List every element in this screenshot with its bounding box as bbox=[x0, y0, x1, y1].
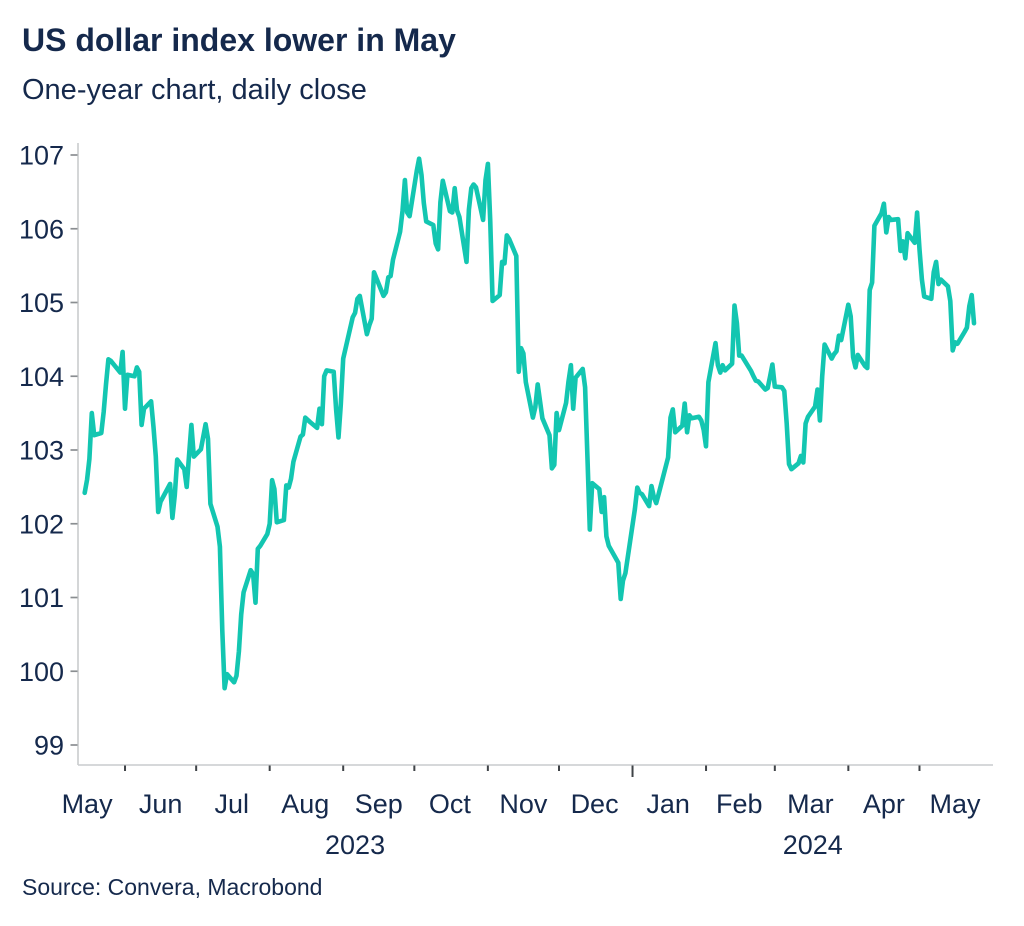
y-tick-label: 102 bbox=[19, 509, 64, 539]
y-tick-label: 106 bbox=[19, 214, 64, 244]
y-tick-label: 105 bbox=[19, 288, 64, 318]
year-label: 2023 bbox=[325, 830, 385, 860]
month-label: Nov bbox=[499, 789, 548, 819]
month-label: Aug bbox=[281, 789, 329, 819]
month-label: Apr bbox=[863, 789, 905, 819]
month-label: Mar bbox=[787, 789, 834, 819]
month-label: May bbox=[62, 789, 114, 819]
y-tick-label: 100 bbox=[19, 657, 64, 687]
source-note: Source: Convera, Macrobond bbox=[22, 874, 323, 900]
y-tick-label: 99 bbox=[34, 731, 64, 761]
y-tick-label: 101 bbox=[19, 583, 64, 613]
month-label: Oct bbox=[429, 789, 472, 819]
month-label: May bbox=[930, 789, 982, 819]
month-label: Sep bbox=[355, 789, 403, 819]
year-label: 2024 bbox=[783, 830, 843, 860]
y-tick-label: 103 bbox=[19, 436, 64, 466]
month-label: Jan bbox=[646, 789, 690, 819]
price-line bbox=[82, 156, 977, 691]
month-label: Feb bbox=[716, 789, 763, 819]
y-tick-label: 104 bbox=[19, 362, 64, 392]
chart-subtitle: One-year chart, daily close bbox=[22, 74, 367, 106]
month-label: Jun bbox=[139, 789, 183, 819]
month-label: Dec bbox=[571, 789, 619, 819]
y-tick-label: 107 bbox=[19, 141, 64, 171]
chart-title: US dollar index lower in May bbox=[22, 22, 456, 58]
month-label: Jul bbox=[214, 789, 249, 819]
